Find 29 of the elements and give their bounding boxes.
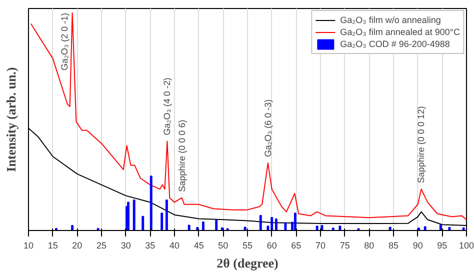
x-tick-label: 10 xyxy=(23,240,34,250)
x-tick-label: 90 xyxy=(412,240,423,250)
x-tick-label: 75 xyxy=(340,240,350,250)
x-tick-label: 80 xyxy=(364,240,374,250)
x-tick-label: 30 xyxy=(120,240,131,250)
legend-label: Ga₂O₃ COD # 96-200-4988 xyxy=(340,38,450,50)
x-tick-label: 65 xyxy=(291,240,302,250)
annotation: Ga₂O₃ (6 0 -3) xyxy=(262,99,273,158)
x-tick-label: 55 xyxy=(242,240,253,250)
annotation: Ga₂O₃ (4 0 -2) xyxy=(162,78,172,136)
x-tick-label: 85 xyxy=(388,240,399,250)
annotation: Sapphire (0 0 0 6) xyxy=(176,120,187,192)
x-tick-label: 60 xyxy=(266,240,277,250)
annotation: Ga₂O₃ (2 0 -1) xyxy=(59,12,70,71)
annotation: Sapphire (0 0 0 12) xyxy=(416,106,426,184)
legend-label: Ga₂O₃ film w/o annealing xyxy=(340,14,441,26)
x-axis-title: 2θ (degree) xyxy=(216,256,278,270)
y-axis-title: Intensity (arb. un.) xyxy=(4,67,18,172)
x-tick-label: 15 xyxy=(48,240,58,250)
x-tick-label: 20 xyxy=(72,240,82,250)
x-tick-label: 100 xyxy=(458,240,474,250)
x-tick-label: 25 xyxy=(96,240,107,250)
x-tick-label: 50 xyxy=(218,240,228,250)
x-tick-label: 95 xyxy=(437,240,448,250)
legend-label: Ga₂O₃ film annealed at 900°C xyxy=(340,26,460,38)
x-tick-label: 35 xyxy=(145,240,156,250)
x-tick-label: 45 xyxy=(194,240,204,250)
x-tick-label: 70 xyxy=(315,240,326,250)
x-tick-label: 40 xyxy=(169,240,180,250)
